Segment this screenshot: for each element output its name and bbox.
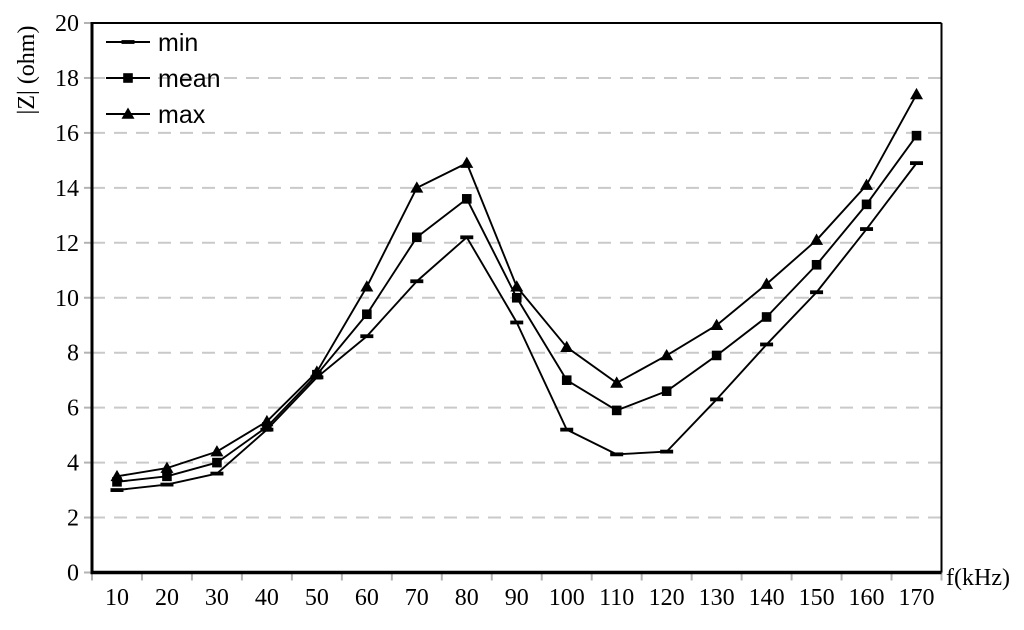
series-mean-marker <box>561 375 572 385</box>
y-tick-label: 18 <box>55 66 79 92</box>
x-tick-label: 130 <box>699 585 735 611</box>
series-max-marker <box>160 461 174 473</box>
legend-max-label: max <box>158 101 206 129</box>
series-mean-marker <box>711 350 722 361</box>
y-tick-label: 8 <box>67 341 79 367</box>
series-min-marker <box>210 471 224 476</box>
series-mean-marker <box>362 309 372 320</box>
series-min-marker <box>360 334 374 339</box>
series-max-marker <box>660 348 674 361</box>
series-max-marker <box>760 277 774 289</box>
series-mean-marker <box>761 312 772 322</box>
y-tick-label: 6 <box>67 396 79 422</box>
x-tick-label: 50 <box>305 585 329 611</box>
series-max-marker <box>410 181 424 193</box>
y-tick-label: 2 <box>67 506 79 532</box>
y-tick-label: 14 <box>55 176 79 202</box>
legend-mean-label: mean <box>158 65 221 93</box>
x-tick-label: 160 <box>849 585 885 611</box>
series-min-marker <box>710 397 724 402</box>
series-mean-marker <box>811 259 822 270</box>
series-mean-marker <box>112 477 122 487</box>
series-min-marker <box>610 452 624 457</box>
series-max-marker <box>710 318 724 331</box>
series-max-marker <box>260 414 274 427</box>
x-tick-label: 80 <box>455 585 479 611</box>
series-min-marker <box>110 488 124 492</box>
series-mean-marker <box>911 130 922 141</box>
x-tick-label: 110 <box>599 585 634 611</box>
series-max-marker <box>510 280 524 292</box>
x-tick-label: 120 <box>649 585 685 611</box>
y-tick-label: 10 <box>55 286 79 312</box>
series-min-marker <box>410 279 424 284</box>
series-mean-marker <box>611 405 622 416</box>
x-tick-label: 90 <box>505 585 529 611</box>
series-min-marker <box>160 482 174 487</box>
series-min-marker <box>860 227 874 231</box>
x-tick-label: 150 <box>799 585 835 611</box>
x-tick-label: 20 <box>155 585 179 611</box>
y-axis-title: |Z| (ohm) <box>14 26 40 115</box>
series-min-marker <box>810 290 824 295</box>
y-tick-label: 4 <box>67 451 79 477</box>
series-mean-marker <box>212 457 222 468</box>
series-min-marker <box>660 449 674 454</box>
series-min-marker <box>760 342 774 347</box>
series-max-marker <box>310 365 324 377</box>
series-max-marker <box>560 340 574 353</box>
y-tick-label: 12 <box>55 231 79 257</box>
y-tick-label: 20 <box>55 11 79 37</box>
y-tick-label: 0 <box>67 561 79 587</box>
series-mean-marker <box>861 199 872 210</box>
series-min-marker <box>560 427 574 432</box>
series-max-marker <box>860 178 874 190</box>
x-tick-label: 140 <box>749 585 785 611</box>
series-mean-marker <box>262 422 272 432</box>
x-tick-label: 170 <box>899 585 935 611</box>
series-mean-marker <box>461 194 472 204</box>
x-tick-label: 10 <box>105 585 129 611</box>
y-tick-label: 16 <box>55 121 79 147</box>
series-min-marker <box>510 320 524 325</box>
series-mean-marker <box>412 232 422 243</box>
legend-max-marker <box>121 107 135 119</box>
series-min-marker <box>460 235 474 240</box>
x-tick-label: 30 <box>205 585 229 611</box>
series-min-line <box>116 162 918 492</box>
series-max-marker <box>910 87 924 100</box>
series-max-marker <box>810 233 824 245</box>
x-tick-label: 100 <box>549 585 585 611</box>
series-max-marker <box>610 376 624 388</box>
series-max-marker <box>360 280 374 292</box>
legend-min-label: min <box>158 29 198 57</box>
series-mean-marker <box>661 386 672 396</box>
x-axis-title: f(kHz) <box>946 565 1010 591</box>
legend-mean-marker <box>123 73 133 83</box>
series-min-marker <box>910 161 924 166</box>
series-max-marker <box>110 469 124 482</box>
legend-min-marker <box>121 40 135 44</box>
x-tick-label: 40 <box>255 585 279 611</box>
x-tick-label: 70 <box>405 585 429 611</box>
series-max-marker <box>460 156 474 168</box>
series-max-marker <box>210 445 224 457</box>
series-mean-marker <box>162 471 172 482</box>
series-mean-marker <box>511 292 522 303</box>
x-tick-label: 60 <box>355 585 379 611</box>
